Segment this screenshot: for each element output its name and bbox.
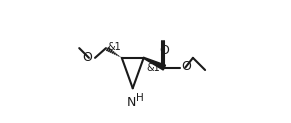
Polygon shape	[143, 57, 166, 70]
Text: H: H	[136, 92, 144, 102]
Text: &1: &1	[107, 42, 121, 52]
Text: O: O	[181, 61, 191, 73]
Text: &1: &1	[146, 63, 160, 73]
Text: O: O	[83, 51, 93, 64]
Text: N: N	[127, 96, 136, 109]
Text: O: O	[159, 44, 169, 57]
